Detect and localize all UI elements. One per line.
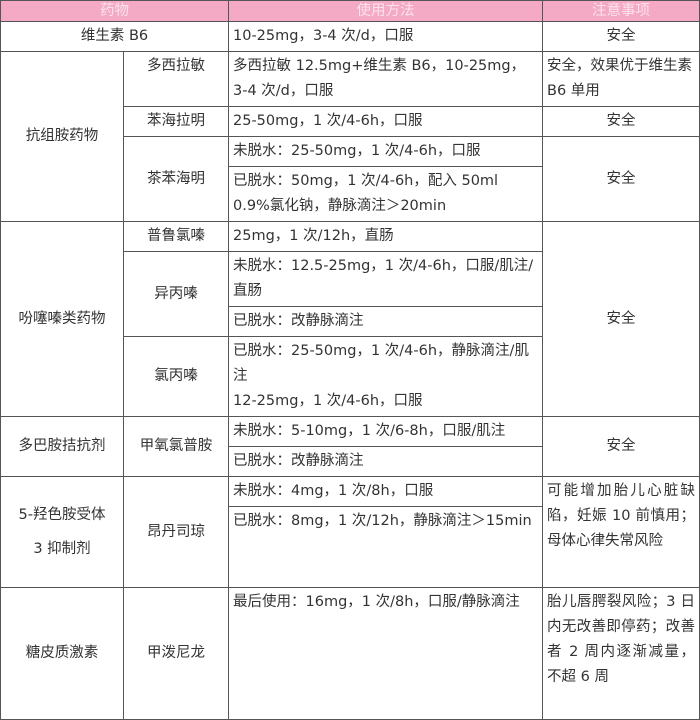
usage-cell: 25mg，1 次/12h，直肠 [228,221,543,252]
table-row: 维生素 B6 10-25mg，3-4 次/d，口服 安全 [0,21,700,52]
note-cell: 可能增加胎儿心脏缺陷，妊娠 10 前慎用；母体心律失常风险 [542,476,700,588]
drug-name: 普鲁氯嗪 [123,221,229,252]
usage-cell: 未脱水：12.5-25mg，1 次/4-6h，口服/肌注/直肠 [228,251,543,307]
usage-cell: 已脱水：改静脉滴注 [228,306,543,337]
note-cell: 安全 [542,136,700,222]
header-usage: 使用方法 [228,0,543,22]
usage-cell: 已脱水：25-50mg，1 次/4-6h，静脉滴注/肌注 12-25mg，1 次… [228,336,543,417]
category-line: 5-羟色胺受体 [18,507,106,523]
note-cell: 安全 [542,416,700,477]
header-row: 药物 使用方法 注意事项 [0,0,700,22]
category-cell: 吩噻嗪类药物 [0,221,124,417]
category-cell: 5-羟色胺受体 3 抑制剂 [0,476,124,588]
usage-line: 12-25mg，1 次/4-6h，口服 [233,393,423,409]
table-row: 已脱水：50mg，1 次/4-6h，配入 50ml 0.9%氯化钠，静脉滴注＞2… [1,166,700,222]
drug-name: 甲泼尼龙 [123,587,229,720]
table-row: 多巴胺拮抗剂 甲氧氯普胺 未脱水：5-10mg，1 次/6-8h，口服/肌注 安… [0,416,700,477]
table-row: 苯海拉明 25-50mg，1 次/4-6h，口服 安全 [1,106,700,137]
header-notes: 注意事项 [542,0,700,22]
note-cell: 安全，效果优于维生素 B6 单用 [542,51,700,107]
header-drug: 药物 [0,0,229,22]
table-row: 吩噻嗪类药物 普鲁氯嗪 25mg，1 次/12h，直肠 安全 [0,221,700,417]
usage-cell: 已脱水：8mg，1 次/12h，静脉滴注＞15min [228,506,543,588]
category-line: 3 抑制剂 [33,541,91,557]
usage-cell: 已脱水：改静脉滴注 [228,446,543,477]
usage-cell: 最后使用：16mg，1 次/8h，口服/静脉滴注 [228,587,543,720]
table-row: 糖皮质激素 甲泼尼龙 最后使用：16mg，1 次/8h，口服/静脉滴注 胎儿唇腭… [0,587,700,720]
drug-name: 昂丹司琼 [123,476,229,588]
drug-name: 苯海拉明 [123,106,229,137]
usage-cell: 已脱水：50mg，1 次/4-6h，配入 50ml 0.9%氯化钠，静脉滴注＞2… [228,166,543,222]
table-row: 茶苯海明 未脱水：25-50mg，1 次/4-6h，口服 安全 [1,136,700,222]
table-row: 已脱水：改静脉滴注 [1,306,700,337]
usage-cell: 25-50mg，1 次/4-6h，口服 [228,106,543,137]
table-row: 已脱水：8mg，1 次/12h，静脉滴注＞15min [1,506,700,588]
usage-line: 已脱水：25-50mg，1 次/4-6h，静脉滴注/肌注 [233,343,529,384]
usage-cell: 多西拉敏 12.5mg+维生素 B6，10-25mg，3-4 次/d，口服 [228,51,543,107]
usage-cell: 未脱水：4mg，1 次/8h，口服 [228,476,543,507]
table-row: 抗组胺药物 多西拉敏 多西拉敏 12.5mg+维生素 B6，10-25mg，3-… [0,51,700,222]
drug-name: 维生素 B6 [0,21,229,52]
note-cell: 胎儿唇腭裂风险；3 日内无改善即停药；改善者 2 周内逐渐减量，不超 6 周 [542,587,700,720]
drug-name: 多西拉敏 [123,51,229,107]
drug-name: 异丙嗪 [123,251,229,337]
table-row: 已脱水：改静脉滴注 [1,446,700,477]
category-cell: 糖皮质激素 [0,587,124,720]
drug-name: 氯丙嗪 [123,336,229,417]
drug-name: 甲氧氯普胺 [123,416,229,477]
category-cell: 抗组胺药物 [0,51,124,222]
note-cell: 安全 [542,221,700,417]
usage-cell: 10-25mg，3-4 次/d，口服 [228,21,543,52]
table-row: 5-羟色胺受体 3 抑制剂 昂丹司琼 未脱水：4mg，1 次/8h，口服 可能增… [0,476,700,588]
note-cell: 安全 [542,106,700,137]
note-cell: 安全 [542,21,700,52]
category-cell: 多巴胺拮抗剂 [0,416,124,477]
usage-cell: 未脱水：5-10mg，1 次/6-8h，口服/肌注 [228,416,543,447]
drug-name: 茶苯海明 [123,136,229,222]
usage-cell: 未脱水：25-50mg，1 次/4-6h，口服 [228,136,543,167]
